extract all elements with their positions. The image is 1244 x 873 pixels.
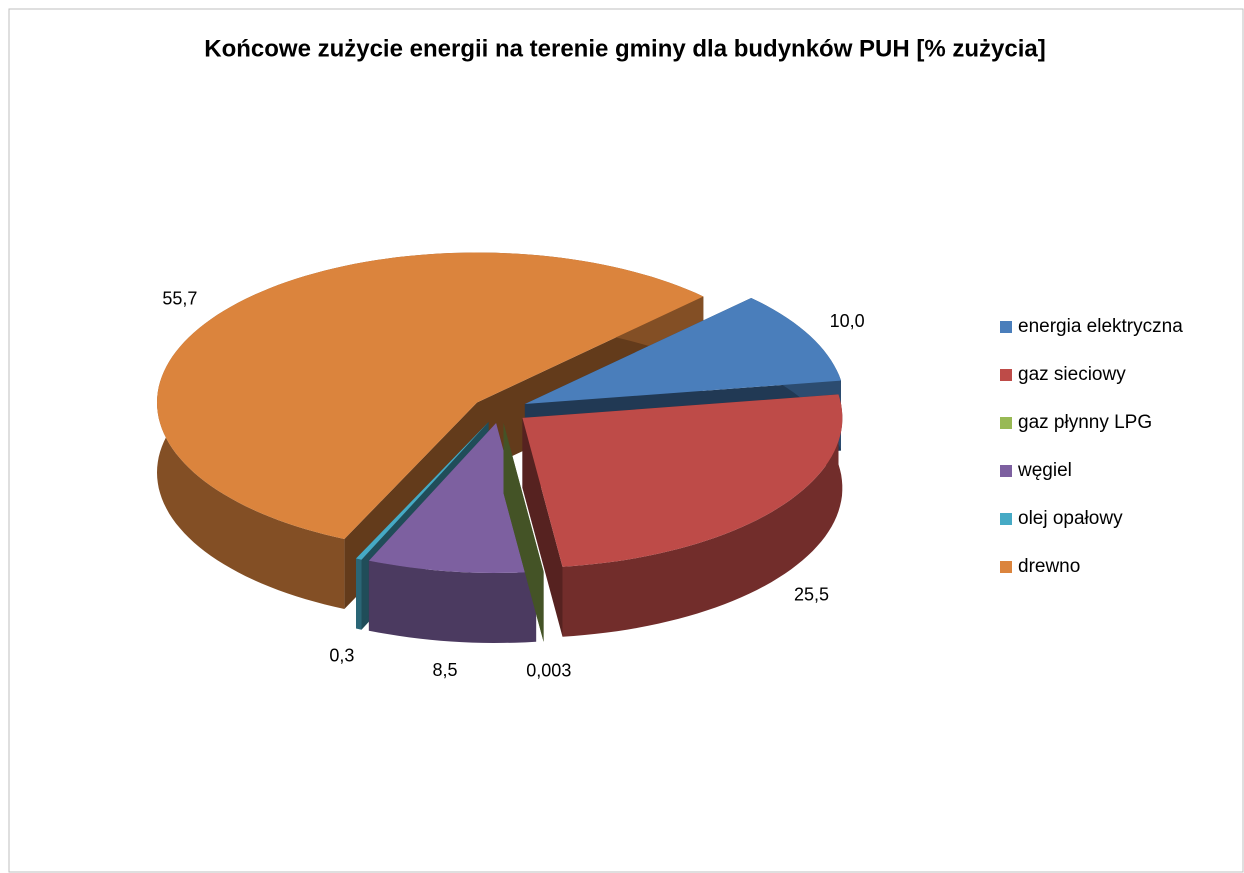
legend-label: drewno	[1018, 556, 1080, 577]
slice-wall	[356, 558, 362, 630]
pie-slice	[356, 422, 489, 560]
pie-slice	[522, 394, 843, 567]
chart-title: Końcowe zużycie energii na terenie gminy…	[204, 35, 1046, 62]
legend-swatch	[1000, 465, 1012, 477]
pie-slice	[157, 252, 704, 539]
legend-swatch	[1000, 369, 1012, 381]
data-label: 0,003	[526, 660, 571, 680]
slice	[503, 423, 544, 642]
legend-swatch	[1000, 321, 1012, 333]
data-label: 25,5	[794, 585, 829, 605]
legend-label: gaz płynny LPG	[1018, 412, 1152, 433]
data-label: 8,5	[433, 660, 458, 680]
legend-swatch	[1000, 417, 1012, 429]
data-label: 10,0	[830, 311, 865, 331]
legend-label: energia elektryczna	[1018, 316, 1183, 337]
legend-label: węgiel	[1017, 460, 1072, 481]
legend-label: olej opałowy	[1018, 508, 1123, 529]
slice-side	[522, 417, 563, 637]
legend-label: gaz sieciowy	[1018, 364, 1126, 385]
data-label: 55,7	[162, 289, 197, 309]
legend-swatch	[1000, 561, 1012, 573]
slice-wall	[368, 560, 537, 643]
data-label: 0,3	[329, 645, 354, 665]
slice-side	[503, 423, 544, 642]
slice-wall	[562, 394, 843, 637]
pie-slice	[368, 423, 537, 573]
pie-slice	[524, 298, 841, 404]
legend-swatch	[1000, 513, 1012, 525]
slice	[522, 394, 843, 637]
